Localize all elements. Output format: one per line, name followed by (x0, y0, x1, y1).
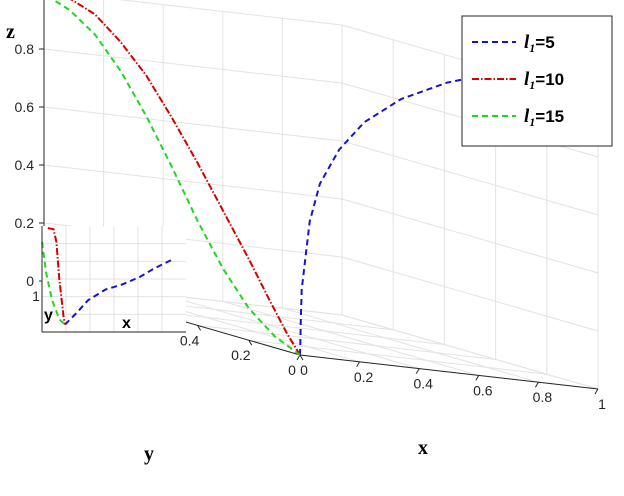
x-tick-label-mark (356, 361, 361, 368)
y-tick-label: 0.4 (180, 332, 200, 348)
grid-line (43, 48, 343, 84)
x-tick-label: 0.6 (473, 382, 493, 398)
series-line (299, 73, 487, 356)
x-tick-label-mark (475, 375, 480, 381)
inset-series-line (41, 241, 66, 326)
x-tick-label: 1 (598, 396, 606, 412)
grid-line (163, 294, 420, 370)
x-tick-label: 0.8 (533, 389, 553, 405)
grid-line (43, 106, 343, 142)
legend-label: l1=10 (524, 69, 564, 92)
grid-line (248, 339, 547, 375)
inset-series (41, 227, 173, 326)
y-tick-label: 1 (32, 288, 40, 304)
inset-grid (42, 226, 186, 332)
x-tick-label: 0.4 (413, 376, 433, 392)
inset-plot: y x (41, 226, 186, 333)
legend: l1=5 l1=10 l1=15 (461, 15, 613, 147)
z-tick-label: 0.8 (15, 41, 35, 57)
x-tick-label-mark (296, 354, 301, 361)
y-tick-label-mark (197, 325, 202, 331)
legend-label: l1=15 (524, 106, 564, 129)
y-tick-label-mark (248, 339, 253, 346)
grid-line (197, 324, 496, 360)
inset-series-line (47, 227, 66, 325)
x-tick-label-mark (415, 368, 420, 374)
grid-line (341, 198, 599, 274)
grid-line (341, 140, 599, 216)
z-tick-label: 0 (26, 273, 34, 289)
z-axis-ticks: 00.20.40.60.81 (15, 41, 44, 289)
x-tick-label: 0 (300, 362, 308, 378)
y-tick-label: 0.2 (231, 347, 251, 363)
series-line (70, 0, 301, 356)
grid-line (222, 300, 479, 376)
z-tick-label: 0.6 (15, 99, 35, 115)
grid-line (43, 164, 343, 200)
grid-line (118, 0, 343, 26)
z-tick-label: 0.4 (15, 157, 35, 173)
x-tick-label: 0.2 (354, 369, 374, 385)
inset-y-label: y (44, 307, 53, 324)
y-axis-label: y (144, 443, 154, 465)
x-tick-label-mark (534, 381, 539, 388)
grid-line (146, 310, 445, 346)
x-tick-label-mark (594, 388, 599, 395)
series-lines (51, 0, 487, 356)
grid-line (341, 314, 599, 390)
x-axis-ticks: 0 0.2 0.4 0.6 0.8 1 (296, 354, 606, 412)
legend-label: l1=5 (524, 32, 555, 55)
y-tick-label: 0 (288, 362, 296, 378)
x-axis-label: x (418, 437, 428, 459)
inset-series-line (64, 259, 173, 326)
z-axis-label: z (6, 21, 15, 43)
x-axis-line (299, 354, 599, 390)
grid-lines (43, 0, 599, 390)
grid-line (282, 307, 539, 383)
z-tick-label: 0.2 (15, 215, 35, 231)
y-tick-label-mark (299, 354, 304, 361)
series-line (51, 0, 301, 356)
legend-box (461, 15, 613, 147)
inset-x-label: x (122, 315, 131, 332)
grid-line (341, 256, 599, 332)
